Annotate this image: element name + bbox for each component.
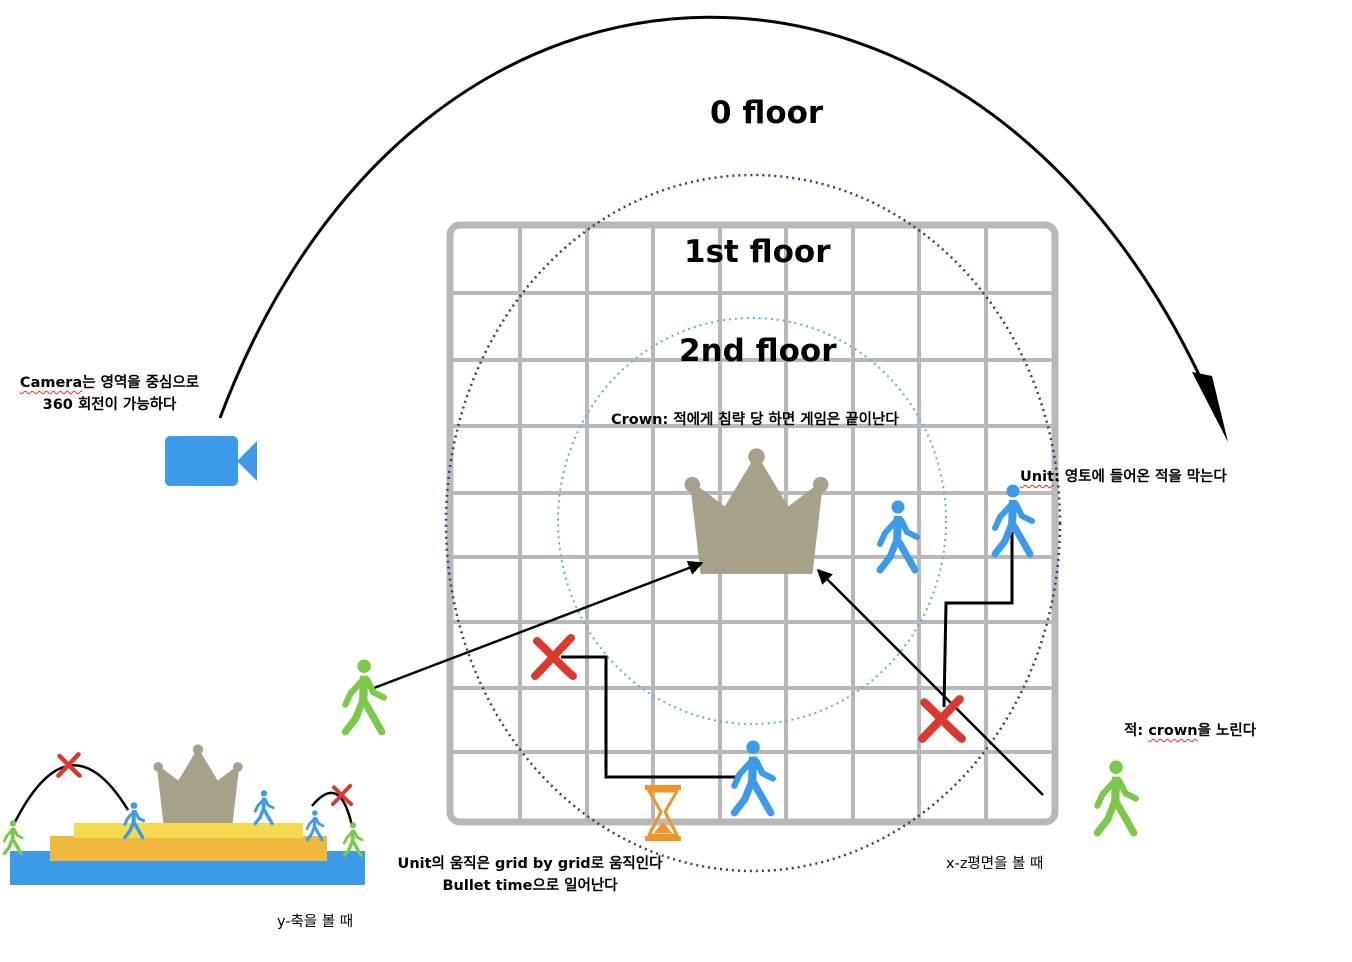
enemy-note-prefix: 적: <box>1124 723 1148 739</box>
camera-rotation-arrowhead <box>1192 372 1228 442</box>
hourglass-icon <box>645 785 681 841</box>
floor-two-label: 2nd floor <box>679 333 836 369</box>
floor-one-layer <box>50 836 327 861</box>
camera-note-line2: 360 회전이 가능하다 <box>12 394 207 416</box>
blocked-x-icon <box>922 699 962 739</box>
y-axis-caption: y-축을 볼 때 <box>277 910 353 931</box>
crown-icon <box>685 448 829 573</box>
floor-two-layer <box>74 823 303 838</box>
video-camera-icon <box>165 436 257 486</box>
jump-arc-left <box>15 765 128 822</box>
unit-note-text: : 영토에 들어온 적을 막는다 <box>1054 469 1227 485</box>
unit-icon <box>880 501 917 571</box>
unit-movement-line2: Bullet time으로 일어난다 <box>385 875 675 897</box>
side-view-diagram <box>4 744 365 885</box>
unit-movement-note: Unit의 움직은 grid by grid로 움직인다 Bullet time… <box>385 853 675 897</box>
unit-icon <box>307 810 323 840</box>
camera-note: Camera는 영역을 중심으로 360 회전이 가능하다 <box>12 372 207 416</box>
enemy-icon <box>344 822 362 855</box>
unit-note-keyword: Unit <box>1020 469 1054 485</box>
floor-one-label: 1st floor <box>684 234 831 270</box>
unit-icon <box>255 790 273 823</box>
enemy-note-text: 을 노린다 <box>1198 723 1256 739</box>
floor-zero-label: 0 floor <box>710 95 823 131</box>
enemy-icon <box>345 660 383 732</box>
camera-note-text: 는 영역을 중심으로 <box>82 375 199 391</box>
enemy-note-keyword: crown <box>1148 723 1197 739</box>
unit-movement-line1: Unit의 움직은 grid by grid로 움직인다 <box>385 853 675 875</box>
crown-note: Crown: 적에게 침략 당 하면 게임은 끝이난다 <box>611 408 899 429</box>
enemy-note: 적: crown을 노린다 <box>1124 719 1256 740</box>
camera-note-keyword: Camera <box>20 375 82 391</box>
enemy-icon <box>1097 761 1135 833</box>
xz-plane-caption: x-z평면을 볼 때 <box>946 852 1043 873</box>
side-crown-icon <box>153 744 242 822</box>
enemy-icon <box>4 820 22 853</box>
unit-note: Unit: 영토에 들어온 적을 막는다 <box>1020 465 1227 486</box>
